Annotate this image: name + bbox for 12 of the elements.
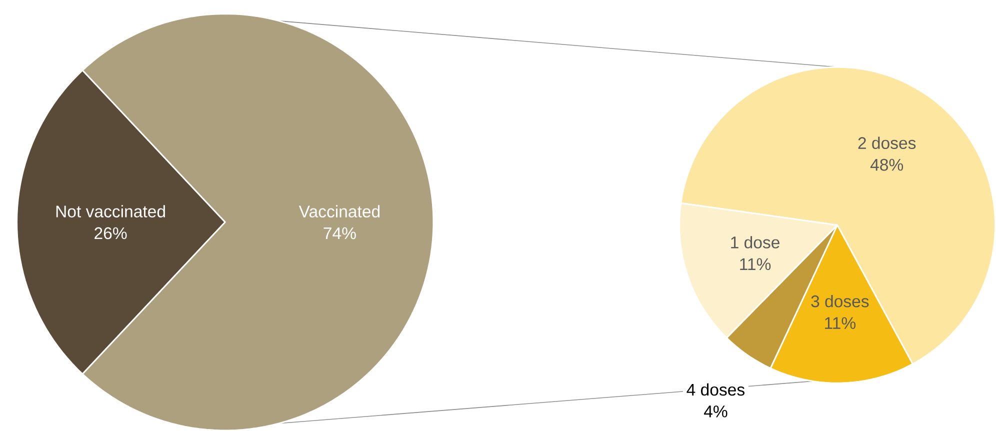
data-label: 11%: [740, 258, 771, 270]
slice-label: 3 doses: [811, 294, 869, 308]
slice-label: Vaccinated: [298, 204, 380, 218]
data-label: 11%: [825, 316, 856, 329]
data-label: 4%: [704, 405, 728, 418]
data-label: 48%: [870, 158, 904, 171]
data-label: 74%: [324, 227, 356, 239]
data-label: 26%: [94, 227, 127, 239]
slice-label: 1 dose: [731, 236, 780, 248]
slice-label: 2 doses: [858, 136, 916, 149]
slice-label: 4 doses: [686, 383, 744, 396]
slice-label: Not vaccinated: [56, 204, 165, 218]
